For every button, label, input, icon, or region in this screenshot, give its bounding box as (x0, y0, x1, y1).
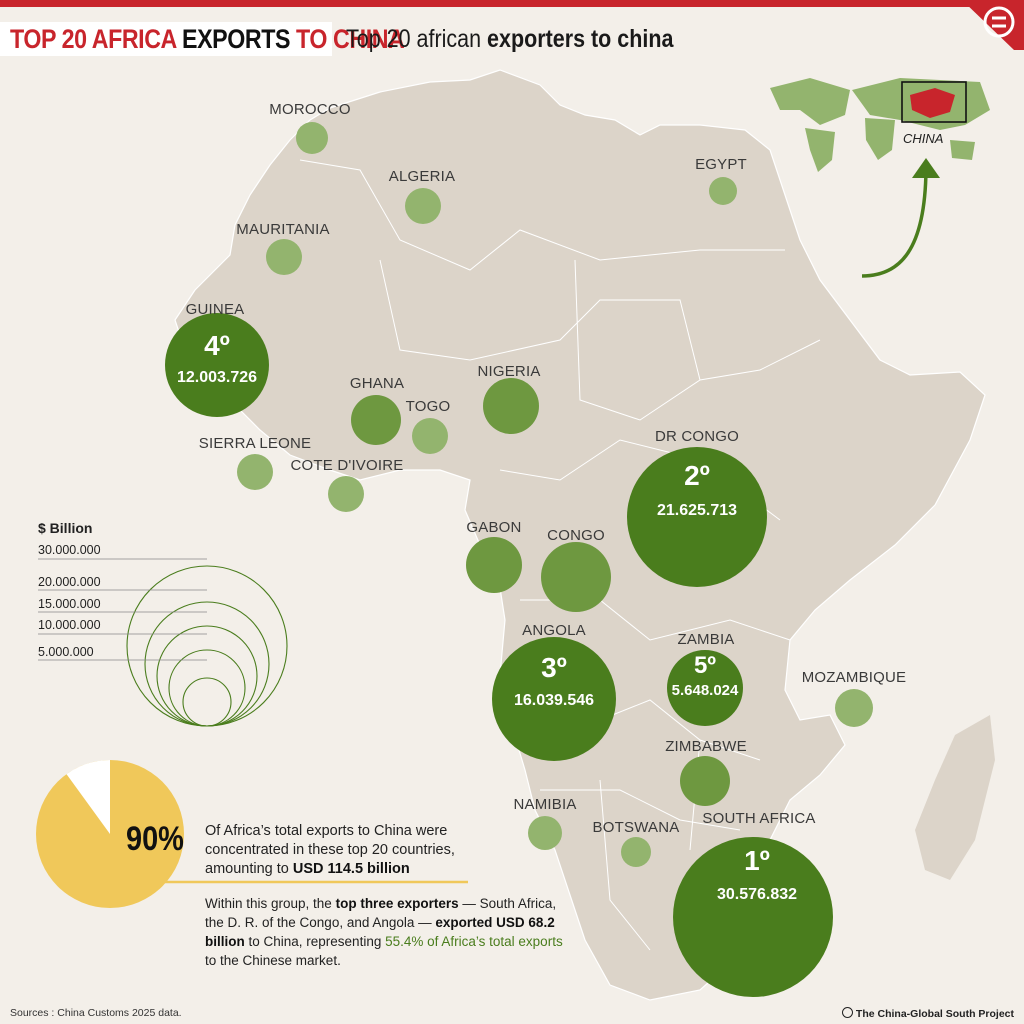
label-ghana: GHANA (349, 375, 405, 392)
bubble-mozambique (835, 689, 873, 727)
credit-line: The China-Global South Project (841, 1007, 1014, 1020)
label-egypt: EGYPT (695, 156, 747, 173)
bubble-dr-congo (627, 447, 767, 587)
legend-label-10m: 10.000.000 (38, 618, 101, 632)
size-legend (38, 558, 288, 727)
bubble-algeria (405, 188, 441, 224)
bubble-angola (492, 637, 616, 761)
rank-guinea: 4º (204, 330, 230, 361)
bubble-zimbabwe (680, 756, 730, 806)
brand-small-icon (841, 1007, 853, 1018)
label-sierra-leone: SIERRA LEONE (198, 435, 312, 452)
label-nigeria: NIGERIA (477, 363, 541, 380)
page-title: TOP 20 AFRICA EXPORTS TO CHINA (10, 24, 405, 54)
label-zimbabwe: ZIMBABWE (665, 738, 747, 755)
bubble-mauritania (266, 239, 302, 275)
share-pie-chart (36, 760, 468, 908)
rank-dr-congo: 2º (684, 460, 710, 491)
bubble-gabon (466, 537, 522, 593)
legend-label-30m: 30.000.000 (38, 543, 101, 557)
label-gabon: GABON (466, 519, 522, 536)
value-angola: 16.039.546 (513, 692, 595, 709)
rank-south-africa: 1º (744, 845, 770, 876)
label-algeria: ALGERIA (388, 168, 456, 185)
bubble-cote-divoire (328, 476, 364, 512)
bubble-ghana (351, 395, 401, 445)
label-namibia: NAMIBIA (513, 796, 577, 813)
label-mauritania: MAURITANIA (236, 221, 330, 238)
summary-paragraph-2: Within this group, the top three exporte… (205, 896, 563, 968)
bubble-namibia (528, 816, 562, 850)
bubble-morocco (296, 122, 328, 154)
label-cote-divoire: COTE D'IVOIRE (290, 457, 404, 474)
label-angola: ANGOLA (522, 622, 586, 639)
bubble-egypt (709, 177, 737, 205)
value-guinea: 12.003.726 (176, 369, 258, 386)
label-mozambique: MOZAMBIQUE (801, 669, 907, 686)
bubble-nigeria (483, 378, 539, 434)
bubble-togo (412, 418, 448, 454)
inset-china-label: CHINA (903, 131, 944, 146)
page-subtitle: Top 20 african exporters to china (346, 25, 674, 53)
bubble-guinea (165, 313, 269, 417)
legend-label-20m: 20.000.000 (38, 575, 101, 589)
label-congo: CONGO (547, 527, 605, 544)
top-accent-bar (0, 0, 1024, 7)
value-zambia: 5.648.024 (671, 682, 739, 699)
label-guinea: GUINEA (185, 301, 245, 318)
label-botswana: BOTSWANA (592, 819, 680, 836)
pie-slice-remainder (66, 760, 110, 834)
label-zambia: ZAMBIA (677, 631, 735, 648)
bubble-south-africa (673, 837, 833, 997)
brand-logo (954, 0, 1024, 50)
legend-label-15m: 15.000.000 (38, 597, 101, 611)
madagascar (915, 715, 995, 880)
rank-zambia: 5º (693, 652, 717, 679)
legend-title: $ Billion (38, 520, 93, 536)
percent-value: 90% (126, 820, 184, 858)
label-morocco: MOROCCO (269, 101, 351, 118)
sources-note: Sources : China Customs 2025 data. (10, 1007, 182, 1019)
legend-label-5m: 5.000.000 (38, 645, 94, 659)
title-box (0, 22, 332, 56)
rank-angola: 3º (541, 652, 567, 683)
value-dr-congo: 21.625.713 (656, 502, 738, 519)
label-south-africa: SOUTH AFRICA (702, 810, 816, 827)
bubble-botswana (621, 837, 651, 867)
summary-paragraph-1: Of Africa’s total exports to China were … (205, 823, 455, 877)
bubble-zambia (667, 650, 743, 726)
bubble-sierra-leone (237, 454, 273, 490)
arrow-icon (861, 169, 928, 278)
label-dr-congo: DR CONGO (654, 428, 740, 445)
label-togo: TOGO (405, 398, 451, 415)
value-south-africa: 30.576.832 (716, 886, 798, 903)
bubble-congo (541, 542, 611, 612)
world-map-icon (770, 78, 990, 172)
